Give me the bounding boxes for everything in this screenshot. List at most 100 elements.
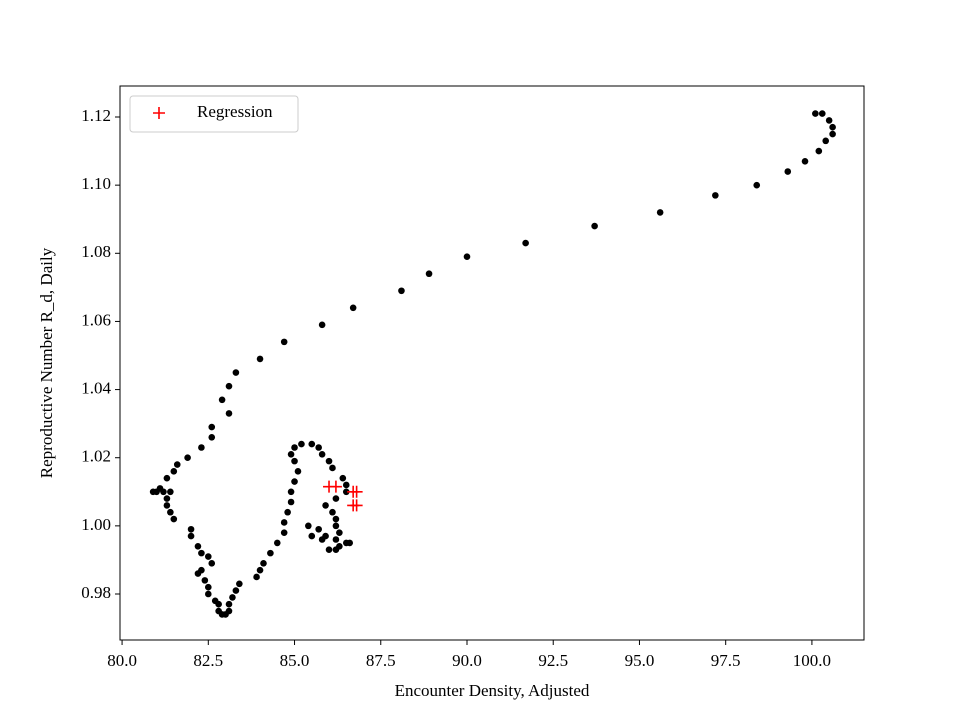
point [784, 168, 792, 175]
point [225, 410, 233, 417]
x-tick-label: 97.5 [711, 651, 741, 670]
point [225, 607, 233, 615]
point [294, 468, 302, 475]
point [287, 498, 295, 506]
plot-frame [119, 85, 865, 641]
point [322, 532, 329, 540]
point [656, 209, 664, 216]
point [349, 304, 357, 312]
point [332, 522, 340, 530]
point [163, 495, 171, 502]
point [291, 457, 298, 465]
point [346, 539, 354, 547]
point [260, 560, 267, 567]
point [298, 440, 305, 448]
point [315, 525, 322, 533]
y-tick-label: 1.08 [81, 242, 111, 261]
point [822, 137, 830, 145]
point [342, 488, 350, 496]
y-tick-label: 1.04 [81, 378, 111, 397]
point [205, 553, 212, 560]
point [829, 130, 836, 138]
point [712, 192, 719, 199]
y-tick-label: 1.02 [81, 447, 111, 466]
point [325, 457, 333, 465]
point [329, 508, 336, 516]
x-tick-label: 82.5 [193, 651, 223, 670]
point [194, 570, 202, 577]
point [225, 600, 233, 608]
y-tick-label: 1.00 [81, 515, 111, 534]
y-tick-label: 0.98 [81, 583, 111, 602]
point [256, 355, 264, 363]
point [208, 433, 216, 441]
x-axis-label: Encounter Density, Adjusted [395, 681, 590, 700]
point [167, 488, 174, 496]
x-tick-label: 80.0 [107, 651, 137, 670]
point [229, 594, 236, 601]
y-tick-label: 1.06 [81, 310, 111, 329]
point [825, 117, 833, 124]
point [425, 270, 433, 278]
point [308, 440, 316, 448]
point [308, 532, 316, 540]
point [315, 444, 322, 451]
point [215, 600, 222, 608]
point [232, 369, 240, 376]
point [232, 587, 240, 594]
point [153, 488, 160, 496]
point [280, 519, 288, 526]
point [218, 611, 226, 618]
x-tick-label: 92.5 [538, 651, 568, 670]
point [225, 382, 233, 390]
point [332, 495, 340, 502]
point [170, 468, 178, 475]
point [342, 481, 350, 489]
point [208, 560, 216, 567]
point [829, 123, 836, 131]
point [170, 515, 178, 523]
point [318, 451, 326, 458]
point [287, 451, 295, 458]
point [753, 181, 761, 189]
point [332, 536, 340, 543]
point [291, 444, 298, 451]
point [267, 549, 274, 557]
point [325, 546, 333, 554]
point [218, 396, 226, 404]
point [194, 543, 202, 550]
point [332, 546, 340, 554]
point [332, 515, 340, 523]
point [801, 157, 809, 165]
point [329, 464, 336, 472]
y-tick-label: 1.10 [81, 174, 111, 193]
point [256, 566, 264, 574]
x-tick-label: 100.0 [793, 651, 831, 670]
point [173, 461, 181, 468]
point [198, 444, 205, 451]
point [291, 478, 298, 485]
point [273, 539, 281, 547]
point [280, 529, 288, 536]
x-tick-label: 85.0 [280, 651, 310, 670]
point [198, 549, 205, 557]
point [305, 522, 312, 530]
x-tick-label: 90.0 [452, 651, 482, 670]
x-tick-label: 95.0 [625, 651, 655, 670]
point [398, 287, 405, 295]
legend-marker [153, 107, 165, 119]
point [322, 502, 329, 509]
point [205, 590, 212, 598]
point [163, 474, 171, 482]
point [160, 488, 167, 496]
point [463, 253, 471, 260]
point [184, 454, 191, 462]
point [336, 529, 343, 536]
point [284, 508, 291, 516]
point [812, 110, 819, 117]
point [167, 508, 174, 516]
point [522, 239, 529, 247]
point [280, 338, 288, 346]
point [287, 488, 295, 496]
